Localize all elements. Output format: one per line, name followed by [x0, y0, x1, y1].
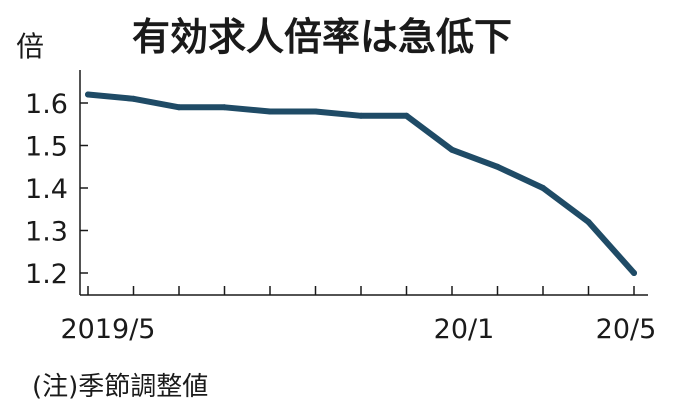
data-point — [221, 104, 228, 111]
x-tick-label: 20/1 — [434, 314, 495, 345]
chart-title: 有効求人倍率は急低下 — [132, 15, 512, 59]
chart-note: (注)季節調整値 — [32, 372, 208, 402]
data-point — [631, 270, 637, 276]
y-tick-label: 1.2 — [25, 259, 68, 290]
data-point — [585, 219, 592, 225]
data-point — [176, 104, 182, 111]
y-unit-label: 倍 — [16, 30, 44, 63]
data-point — [130, 95, 137, 102]
y-tick-label: 1.5 — [25, 132, 68, 163]
data-point — [267, 108, 273, 115]
data-point — [449, 146, 455, 153]
data-point — [312, 108, 319, 115]
x-tick-label: 20/5 — [596, 314, 657, 345]
series-line-0 — [85, 91, 637, 276]
y-tick-label: 1.6 — [25, 89, 68, 120]
data-point — [358, 112, 364, 119]
data-point — [494, 163, 501, 170]
data-point — [540, 185, 546, 191]
data-point — [403, 112, 410, 119]
y-tick-label: 1.3 — [25, 217, 68, 248]
data-point — [85, 91, 91, 98]
x-tick-label: 2019/5 — [61, 314, 156, 345]
y-tick-label: 1.4 — [25, 174, 68, 205]
